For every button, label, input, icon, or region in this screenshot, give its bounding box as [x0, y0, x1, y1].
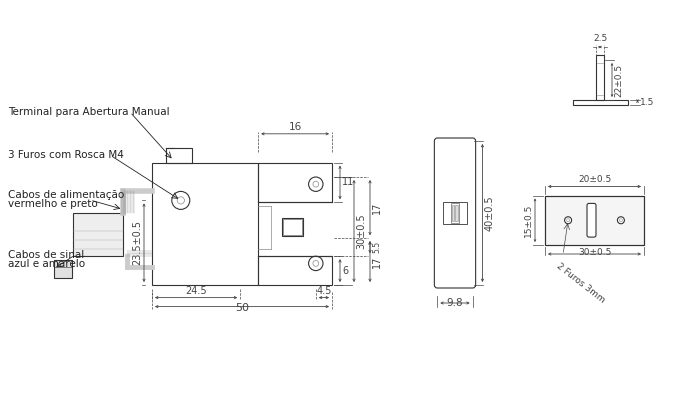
- Circle shape: [565, 217, 572, 224]
- Circle shape: [177, 197, 184, 204]
- Text: 40±0.5: 40±0.5: [484, 195, 494, 231]
- Bar: [573, 100, 627, 105]
- Text: 22±0.5: 22±0.5: [614, 64, 623, 96]
- Text: 1.5: 1.5: [640, 98, 654, 107]
- Text: 3 Furos com Rosca M4: 3 Furos com Rosca M4: [8, 150, 124, 160]
- Bar: [451, 203, 459, 223]
- Text: 6: 6: [342, 266, 348, 276]
- FancyBboxPatch shape: [587, 203, 596, 237]
- Bar: [455, 205, 458, 221]
- Text: 30±0.5: 30±0.5: [578, 248, 611, 257]
- Circle shape: [313, 181, 319, 187]
- Bar: [54, 260, 72, 278]
- Circle shape: [313, 260, 319, 266]
- Text: 9.8: 9.8: [447, 298, 463, 308]
- Text: 20±0.5: 20±0.5: [578, 174, 611, 184]
- Text: Cabos de alimentação: Cabos de alimentação: [8, 190, 125, 200]
- Text: 16: 16: [288, 122, 302, 132]
- Text: 11: 11: [342, 177, 354, 187]
- Text: Cabos de sinal: Cabos de sinal: [8, 250, 84, 260]
- Text: 30±0.5: 30±0.5: [356, 213, 366, 249]
- Bar: [443, 202, 467, 224]
- Bar: [545, 196, 644, 245]
- Text: vermelho e preto: vermelho e preto: [8, 199, 98, 209]
- Bar: [54, 260, 72, 267]
- Circle shape: [617, 217, 624, 224]
- Circle shape: [309, 256, 323, 270]
- Bar: [152, 162, 258, 285]
- Bar: [545, 196, 644, 245]
- Text: 4.5: 4.5: [316, 286, 332, 296]
- Bar: [167, 148, 192, 162]
- Circle shape: [620, 219, 622, 222]
- Text: 2.5: 2.5: [593, 34, 607, 43]
- Bar: [596, 55, 604, 100]
- Bar: [258, 162, 332, 202]
- Bar: [258, 256, 332, 285]
- Text: azul e amarelo: azul e amarelo: [8, 259, 85, 269]
- Bar: [281, 218, 303, 236]
- Circle shape: [566, 219, 570, 222]
- Text: 15±0.5: 15±0.5: [524, 204, 533, 237]
- Bar: [283, 219, 302, 235]
- Text: 24.5: 24.5: [186, 286, 207, 296]
- Text: 5.5: 5.5: [372, 241, 381, 253]
- Text: 50: 50: [235, 302, 249, 313]
- Circle shape: [172, 191, 190, 209]
- Text: 17: 17: [372, 256, 382, 268]
- Bar: [452, 205, 454, 221]
- Circle shape: [309, 177, 323, 191]
- Text: 23.5±0.5: 23.5±0.5: [132, 220, 142, 265]
- Text: Terminal para Abertura Manual: Terminal para Abertura Manual: [8, 107, 169, 117]
- Bar: [73, 213, 123, 256]
- Text: 2 Furos 3mm: 2 Furos 3mm: [555, 261, 607, 304]
- Text: 17: 17: [372, 202, 382, 214]
